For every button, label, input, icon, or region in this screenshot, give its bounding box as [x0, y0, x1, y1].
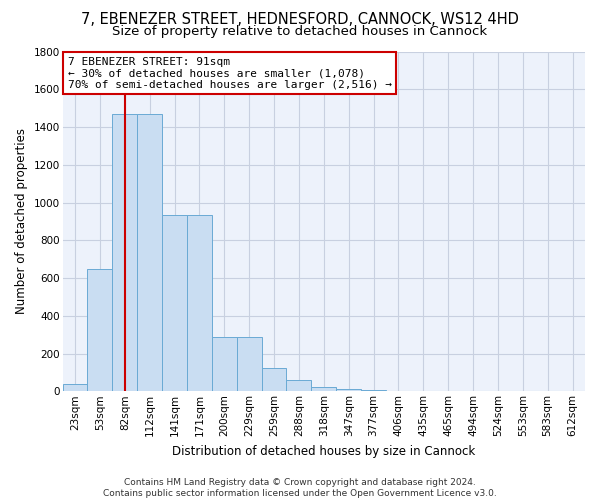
- X-axis label: Distribution of detached houses by size in Cannock: Distribution of detached houses by size …: [172, 444, 475, 458]
- Text: 7, EBENEZER STREET, HEDNESFORD, CANNOCK, WS12 4HD: 7, EBENEZER STREET, HEDNESFORD, CANNOCK,…: [81, 12, 519, 28]
- Bar: [62, 384, 88, 392]
- Bar: [187, 215, 212, 392]
- Bar: [237, 336, 262, 392]
- Bar: [162, 215, 187, 392]
- Text: 7 EBENEZER STREET: 91sqm
← 30% of detached houses are smaller (1,078)
70% of sem: 7 EBENEZER STREET: 91sqm ← 30% of detach…: [68, 56, 392, 90]
- Bar: [137, 114, 162, 392]
- Bar: [311, 387, 336, 392]
- Text: Contains HM Land Registry data © Crown copyright and database right 2024.
Contai: Contains HM Land Registry data © Crown c…: [103, 478, 497, 498]
- Bar: [262, 368, 286, 392]
- Bar: [212, 336, 237, 392]
- Y-axis label: Number of detached properties: Number of detached properties: [15, 128, 28, 314]
- Bar: [112, 114, 137, 392]
- Bar: [286, 380, 311, 392]
- Bar: [361, 390, 386, 392]
- Text: Size of property relative to detached houses in Cannock: Size of property relative to detached ho…: [112, 25, 488, 38]
- Bar: [336, 390, 361, 392]
- Bar: [88, 268, 112, 392]
